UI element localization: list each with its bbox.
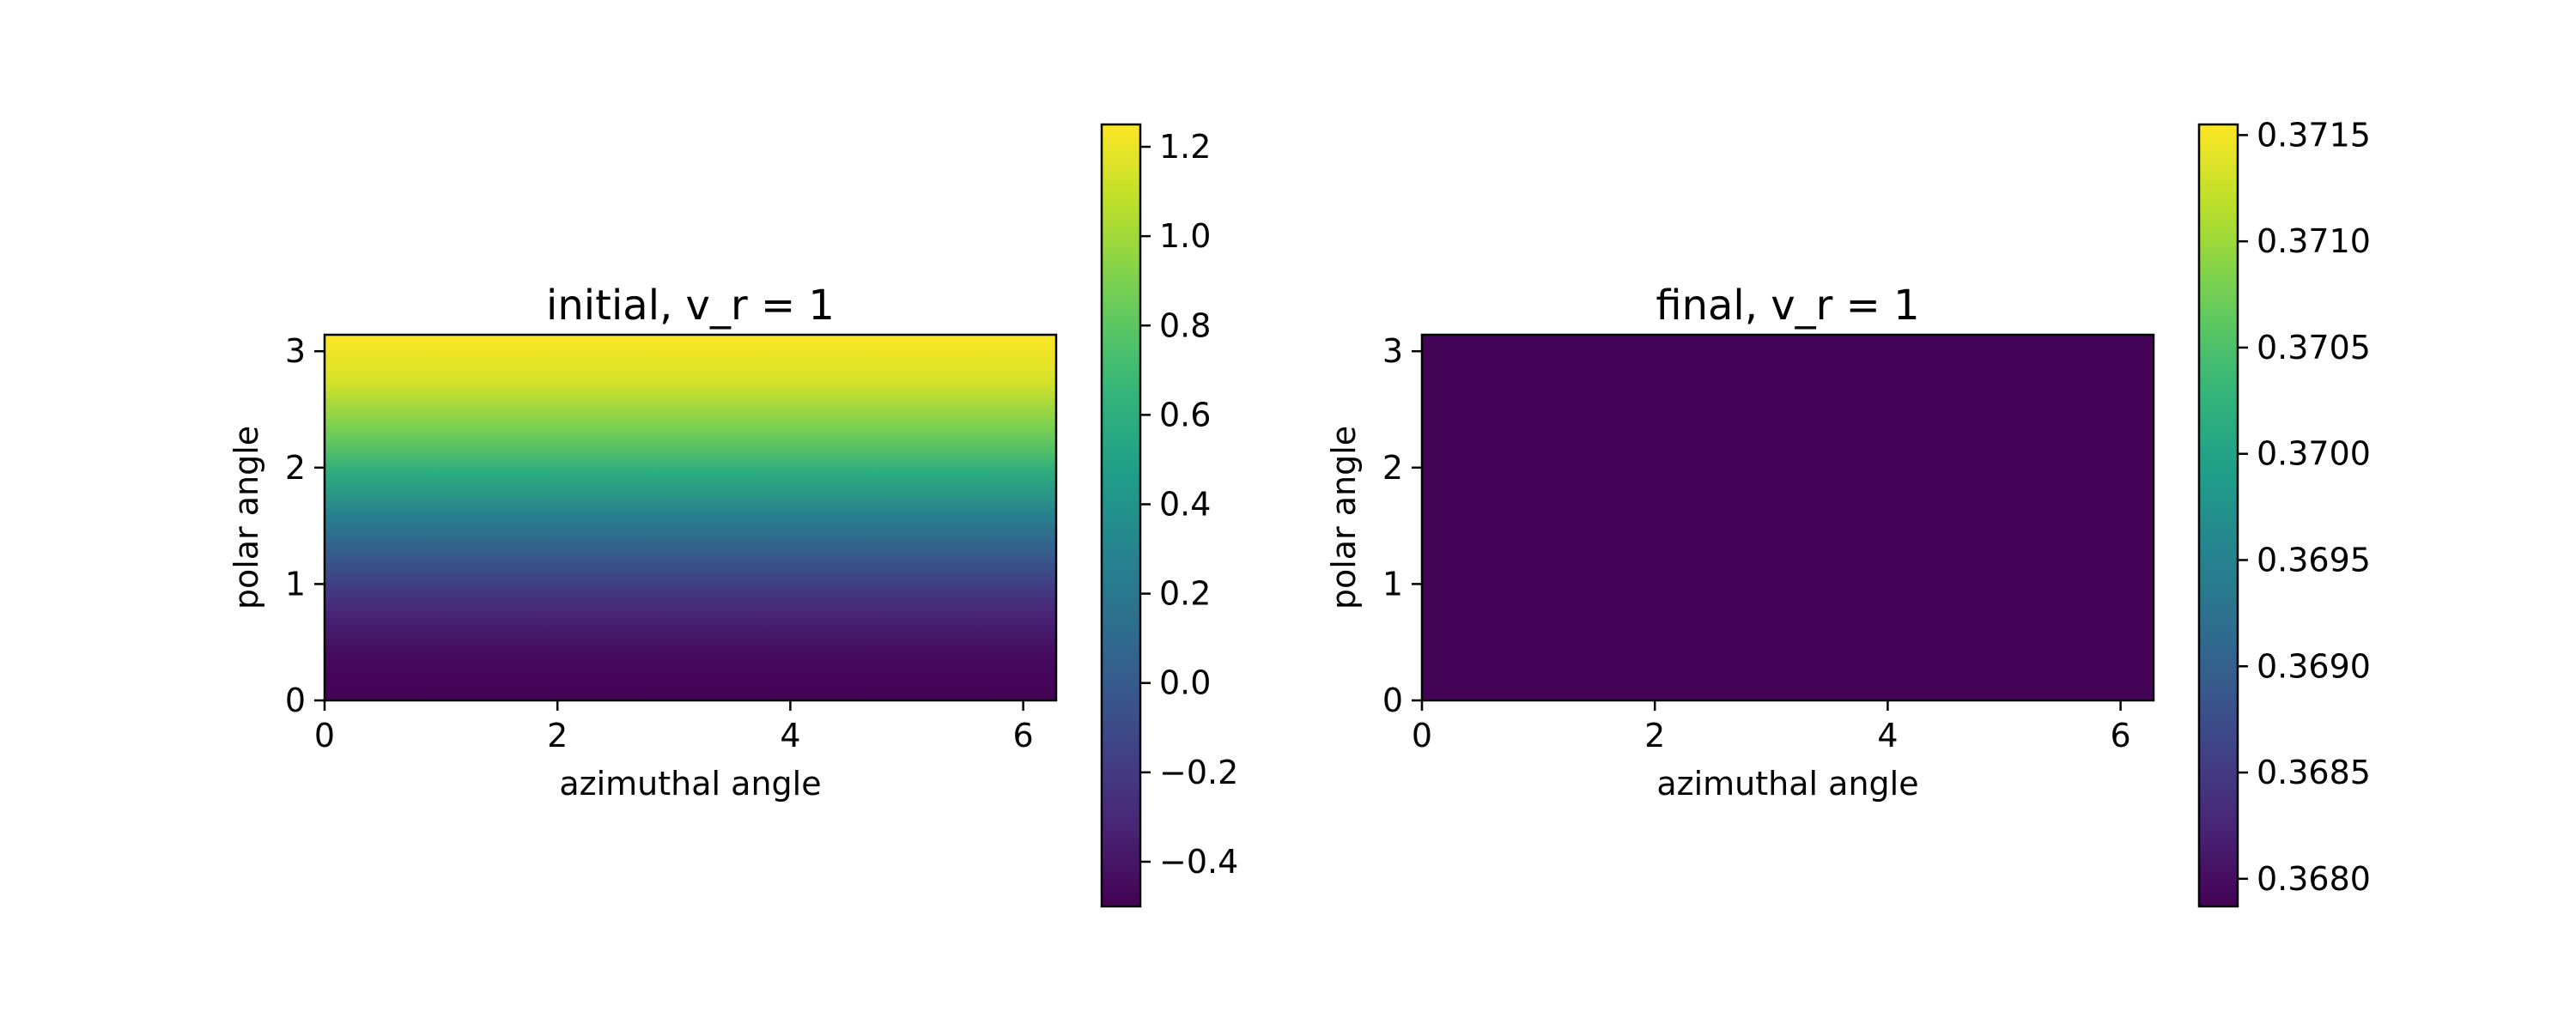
y-tick-label: 0	[1382, 682, 1403, 719]
colorbar-tick-label: 1.0	[1159, 217, 1211, 255]
colorbar-tick-label: 0.3715	[2257, 116, 2371, 154]
final-plot-title: final, v_r = 1	[1656, 282, 1919, 330]
initial-y-axis-label: polar angle	[228, 426, 265, 609]
initial-plot-frame	[323, 333, 1058, 702]
y-tick-label: 0	[285, 682, 306, 719]
colorbar-tick-label: 0.3700	[2257, 435, 2371, 473]
colorbar-tick-label: 0.3710	[2257, 222, 2371, 260]
final-colorbar-frame	[2197, 123, 2239, 908]
initial-colorbar	[1102, 124, 1140, 906]
colorbar-tick-label: 1.2	[1159, 128, 1211, 166]
x-tick-label: 6	[1013, 717, 1034, 754]
initial-colorbar-frame	[1100, 123, 1142, 908]
y-tick-label: 3	[1382, 332, 1403, 370]
final-heatmap	[1422, 335, 2154, 700]
x-tick-label: 4	[1877, 717, 1898, 754]
colorbar-tick-label: 0.2	[1159, 575, 1211, 613]
y-tick-label: 2	[285, 449, 306, 487]
x-tick-label: 0	[314, 717, 335, 754]
y-tick-label: 3	[285, 332, 306, 370]
y-tick-label: 1	[285, 565, 306, 603]
x-tick-label: 0	[1412, 717, 1432, 754]
colorbar-tick-label: 0.4	[1159, 485, 1211, 523]
initial-plot-title: initial, v_r = 1	[546, 282, 835, 330]
colorbar-tick-label: 0.3705	[2257, 329, 2371, 367]
initial-heatmap	[325, 335, 1056, 700]
initial-panel: 0 2 4 6 0 1 2 3 initial, v_r = 1 azimuthal ang…	[228, 123, 1238, 908]
colorbar-tick-label: 0.3685	[2257, 754, 2371, 791]
colorbar-tick-label: −0.2	[1159, 754, 1238, 791]
colorbar-tick-label: 0.6	[1159, 396, 1211, 433]
colorbar-tick-label: 0.3690	[2257, 647, 2371, 685]
final-x-axis-label: azimuthal angle	[1656, 765, 1918, 803]
y-tick-label: 2	[1382, 449, 1403, 487]
x-tick-label: 2	[547, 717, 568, 754]
initial-x-axis-label: azimuthal angle	[559, 765, 821, 803]
colorbar-tick-label: 0.3680	[2257, 860, 2371, 898]
x-tick-label: 4	[780, 717, 800, 754]
final-colorbar	[2199, 124, 2238, 906]
x-tick-label: 6	[2111, 717, 2131, 754]
x-tick-label: 2	[1644, 717, 1665, 754]
final-y-axis-label: polar angle	[1325, 426, 1363, 609]
colorbar-tick-label: 0.8	[1159, 306, 1211, 344]
colorbar-tick-label: 0.0	[1159, 664, 1211, 702]
final-panel: 0 2 4 6 0 1 2 3 final, v_r = 1 azimuthal angle…	[1325, 116, 2371, 908]
final-plot-frame	[1420, 333, 2155, 702]
y-tick-label: 1	[1382, 565, 1403, 603]
colorbar-tick-label: −0.4	[1159, 843, 1238, 881]
colorbar-tick-label: 0.3695	[2257, 541, 2371, 579]
